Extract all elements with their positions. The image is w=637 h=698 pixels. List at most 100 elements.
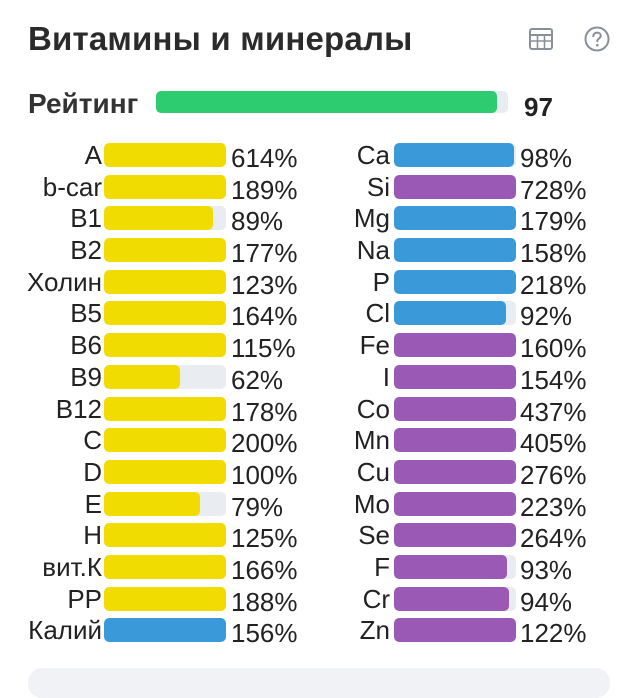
nutrient-bar	[394, 238, 516, 263]
nutrient-percent: 179%	[520, 206, 587, 237]
nutrient-bar-fill	[104, 269, 226, 294]
nutrient-bar-fill	[104, 396, 226, 421]
vitamins-column: A 614% b-car 189% B1 89% B2 177% Холин 123% B5 164%…	[0, 140, 320, 645]
nutrient-percent: 94%	[520, 586, 573, 617]
nutrient-percent: 178%	[231, 396, 298, 427]
nutrient-row: B6 115%	[0, 330, 320, 364]
nutrient-bar	[104, 396, 226, 421]
nutrient-percent: 437%	[520, 396, 587, 427]
nutrient-bar	[394, 206, 516, 231]
nutrient-name: Fe	[359, 330, 390, 361]
nutrient-row: A 614%	[0, 140, 320, 173]
nutrient-bar	[394, 586, 516, 611]
nutrient-bar-fill	[394, 618, 516, 643]
nutrient-name: D	[83, 456, 102, 487]
nutrient-percent: 98%	[520, 143, 573, 173]
nutrient-percent: 218%	[520, 269, 587, 300]
nutrient-bar-fill	[394, 364, 516, 389]
header: Витамины и минералы	[28, 18, 618, 68]
nutrient-name: Si	[366, 171, 390, 202]
nutrient-bar	[394, 491, 516, 516]
nutrient-bar	[104, 523, 226, 548]
nutrient-percent: 115%	[231, 333, 296, 364]
nutrient-bar	[104, 206, 226, 231]
nutrient-row: b-car 189%	[0, 171, 320, 205]
nutrient-bar-fill	[394, 491, 516, 516]
nutrient-bar	[394, 554, 516, 579]
nutrient-bar-fill	[394, 333, 516, 358]
nutrient-row: PP 188%	[0, 583, 320, 617]
nutrient-name: Cu	[356, 456, 390, 487]
nutrient-percent: 93%	[520, 554, 573, 585]
nutrient-row: Zn 122%	[320, 615, 637, 645]
nutrient-percent: 188%	[231, 586, 298, 617]
rating-bar	[156, 91, 508, 113]
nutrient-name: Se	[358, 520, 390, 551]
nutrient-bar-fill	[394, 586, 509, 611]
nutrient-bar	[394, 618, 516, 643]
nutrient-bar-fill	[104, 491, 201, 516]
nutrient-name: Mn	[353, 425, 390, 456]
nutrient-percent: 100%	[231, 459, 298, 490]
rating-label: Рейтинг	[28, 88, 139, 119]
nutrient-name: B9	[70, 361, 102, 392]
nutrient-bar	[394, 269, 516, 294]
help-button[interactable]	[582, 24, 612, 54]
nutrient-name: B12	[55, 393, 102, 424]
nutrient-row: E 79%	[0, 489, 320, 522]
nutrient-row: C 200%	[0, 425, 320, 458]
nutrient-bar	[394, 523, 516, 548]
nutrient-row: Mn 405%	[320, 425, 637, 458]
nutrient-name: Na	[356, 235, 390, 266]
nutrient-bar	[394, 301, 516, 326]
nutrient-percent: 62%	[231, 364, 284, 395]
nutrient-bar	[104, 491, 226, 516]
nutrient-bar-fill	[104, 428, 226, 453]
rating-bar-fill	[156, 91, 498, 113]
nutrients-grid: A 614% b-car 189% B1 89% B2 177% Холин 123% B5 164%…	[0, 140, 637, 645]
nutrient-bar-fill	[104, 301, 226, 326]
nutrient-row: Si 728%	[320, 171, 637, 205]
nutrient-bar	[394, 396, 516, 421]
nutrient-name: b-car	[42, 171, 102, 202]
nutrient-name: A	[84, 140, 102, 170]
nutrient-percent: 89%	[231, 206, 284, 237]
nutrient-bar	[104, 364, 226, 389]
nutrient-bar	[394, 143, 516, 167]
nutrient-bar-fill	[394, 269, 516, 294]
nutrient-bar-fill	[394, 143, 514, 167]
nutrient-row: B9 62%	[0, 361, 320, 395]
nutrient-row: P 218%	[320, 267, 637, 300]
nutrient-row: Cr 94%	[320, 584, 637, 617]
nutrient-percent: 123%	[231, 269, 298, 300]
nutrient-row: B5 164%	[0, 298, 320, 331]
nutrient-name: B6	[70, 330, 102, 361]
nutrient-bar-fill	[394, 459, 516, 484]
nutrient-percent: 125%	[231, 523, 298, 554]
nutrient-bar	[394, 333, 516, 358]
rating-value: 97	[524, 92, 553, 122]
nutrient-name: Mg	[353, 203, 390, 234]
nutrient-bar-fill	[394, 206, 516, 231]
nutrient-bar	[394, 428, 516, 453]
nutrient-bar-fill	[394, 428, 516, 453]
nutrient-bar	[104, 238, 226, 263]
nutrient-name: PP	[67, 583, 102, 614]
nutrient-bar-fill	[104, 333, 226, 358]
nutrient-row: вит.К 166%	[0, 551, 320, 585]
table-view-button[interactable]	[526, 24, 556, 54]
nutrient-name: вит.К	[42, 551, 102, 582]
nutrient-bar-fill	[104, 364, 180, 389]
nutrient-percent: 223%	[520, 491, 587, 522]
nutrient-row: F 93%	[320, 552, 637, 585]
nutrient-name: I	[382, 361, 390, 392]
nutrient-percent: 189%	[231, 174, 298, 205]
nutrient-bar-fill	[394, 301, 507, 326]
nutrient-bar-fill	[104, 459, 226, 484]
nutrient-bar-fill	[104, 143, 226, 167]
nutrient-percent: 92%	[520, 301, 573, 332]
nutrient-row: Cu 276%	[320, 456, 637, 490]
nutrient-bar	[394, 459, 516, 484]
rating-row: Рейтинг 97	[28, 86, 618, 126]
nutrient-bar-fill	[394, 238, 516, 263]
